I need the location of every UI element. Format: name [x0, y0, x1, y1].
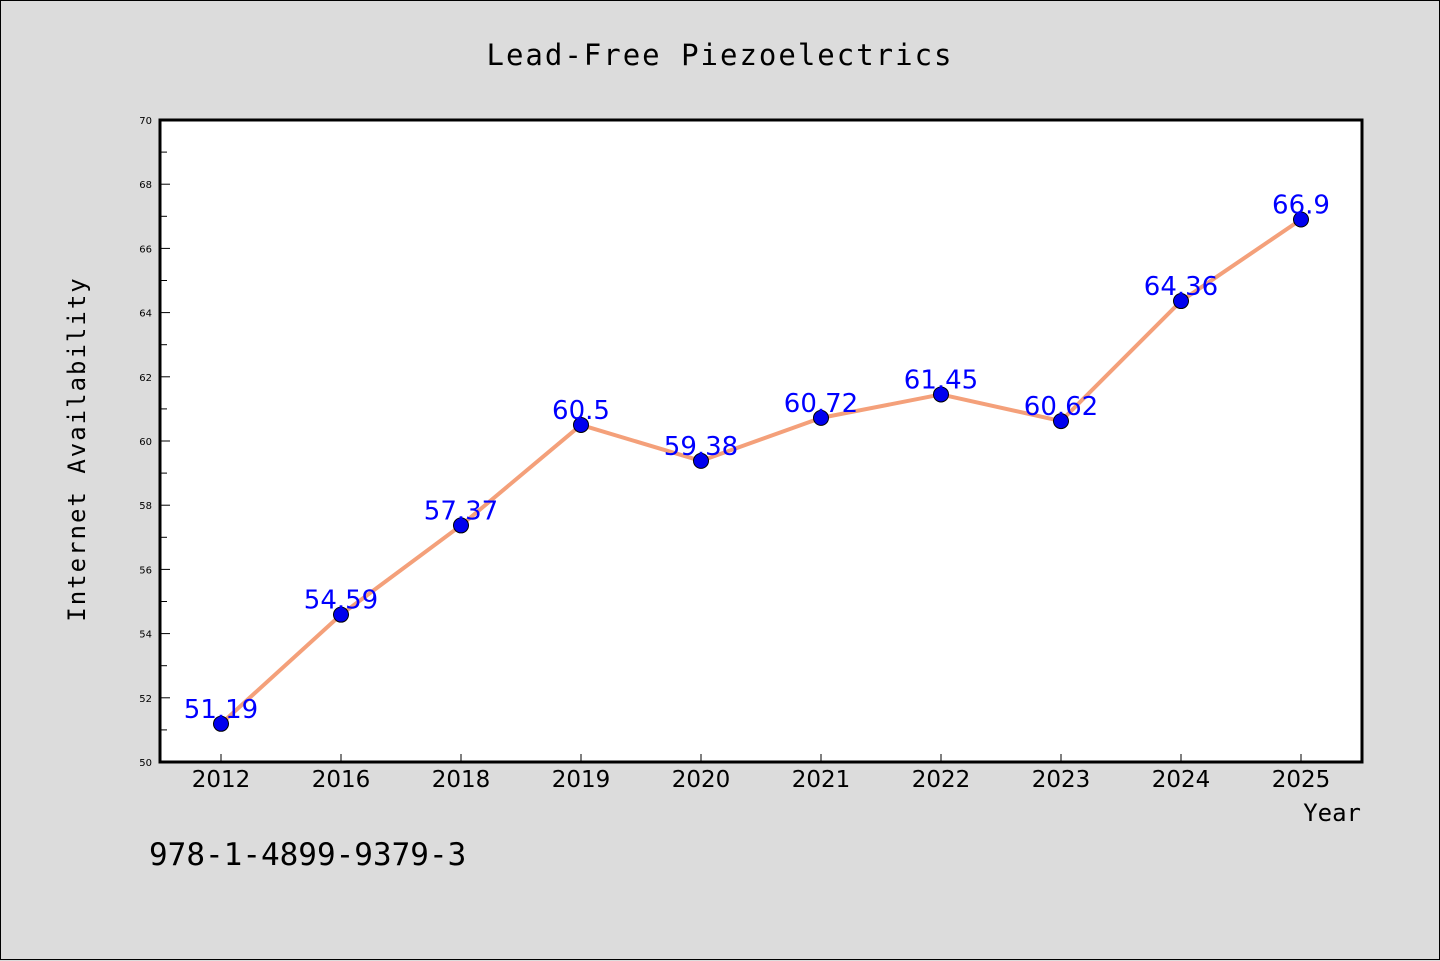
data-point-marker [1173, 293, 1189, 310]
y-tick-label: 58 [139, 501, 152, 512]
x-tick-label: 2020 [672, 767, 731, 793]
x-axis-title: Year [1303, 799, 1361, 827]
y-tick-label: 62 [139, 373, 152, 384]
data-label: 64.36 [1144, 272, 1218, 302]
data-point-marker [813, 409, 829, 426]
data-point-marker [333, 606, 349, 623]
chart-title: Lead-Free Piezoelectrics [486, 38, 953, 72]
x-tick-label: 2023 [1032, 767, 1091, 793]
data-label: 66.9 [1272, 191, 1330, 221]
y-tick-label: 60 [139, 437, 152, 448]
series-line [219, 217, 1303, 726]
y-tick-label: 66 [139, 244, 152, 255]
y-tick-label: 68 [139, 180, 152, 191]
y-tick-label: 64 [139, 309, 152, 320]
x-tick-label: 2024 [1152, 767, 1211, 793]
data-point-marker [933, 386, 949, 403]
y-tick-label: 70 [139, 116, 152, 127]
y-tick-label: 50 [139, 758, 152, 769]
data-label: 59.38 [664, 432, 738, 462]
y-tick-label: 56 [139, 565, 152, 576]
data-label: 51.19 [184, 695, 258, 725]
data-label: 54.59 [304, 586, 378, 616]
isbn-annotation: 978-1-4899-9379-3 [149, 837, 466, 873]
data-point-marker [693, 452, 709, 469]
data-label: 57.37 [424, 496, 498, 526]
data-point-marker [1053, 413, 1069, 430]
data-point-marker [573, 416, 589, 433]
data-point-marker [213, 715, 229, 732]
y-tick-label: 52 [139, 694, 152, 705]
data-point-marker [1293, 211, 1309, 228]
data-point-marker [453, 517, 469, 534]
data-label: 60.5 [552, 396, 610, 426]
x-tick-label: 2012 [192, 767, 251, 793]
y-tick-label: 54 [139, 630, 152, 641]
data-label: 60.72 [784, 389, 858, 419]
x-tick-label: 2022 [912, 767, 971, 793]
x-tick-label: 2025 [1272, 767, 1331, 793]
x-tick-label: 2016 [312, 767, 371, 793]
data-label: 61.45 [904, 365, 978, 395]
data-label: 60.62 [1024, 392, 1098, 422]
x-tick-label: 2019 [552, 767, 611, 793]
x-tick-label: 2018 [432, 767, 491, 793]
y-axis-title: Internet Availability [63, 276, 91, 621]
x-tick-label: 2021 [792, 767, 851, 793]
